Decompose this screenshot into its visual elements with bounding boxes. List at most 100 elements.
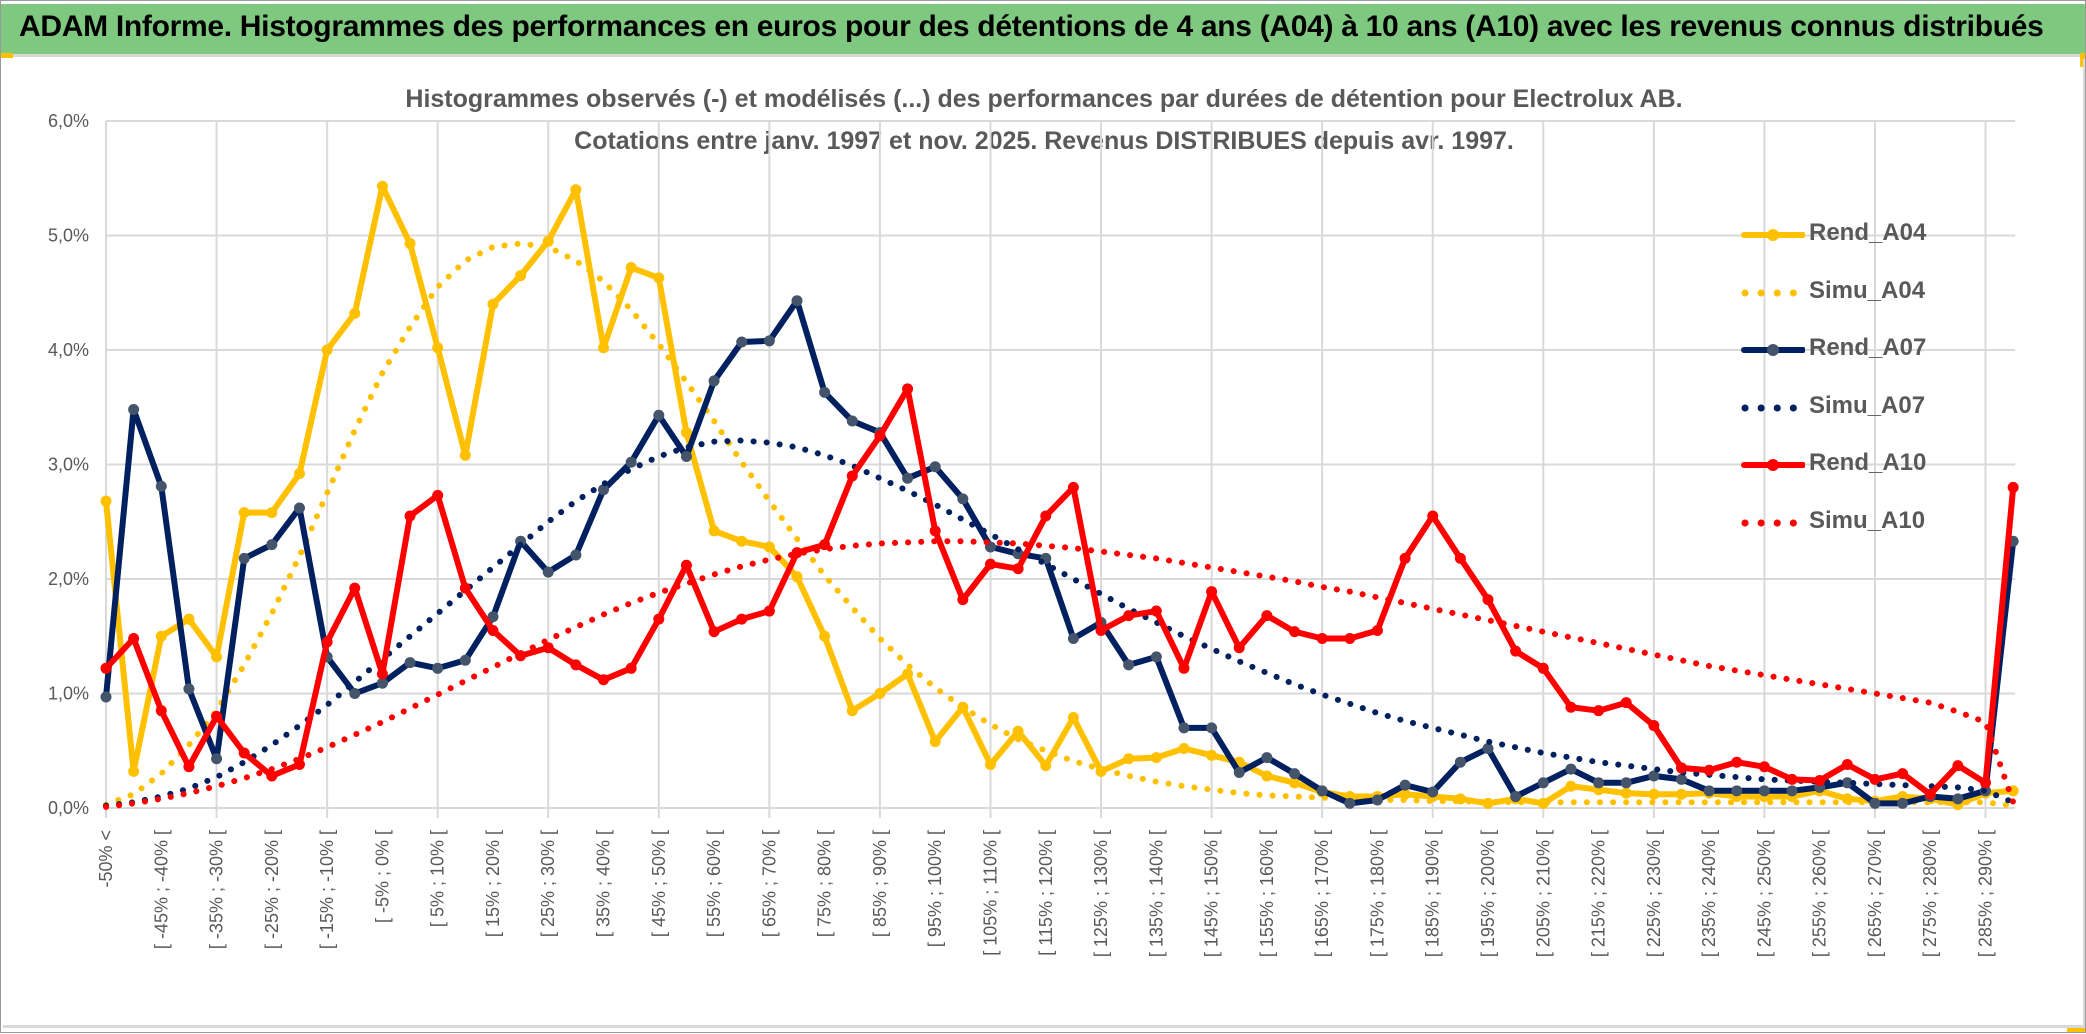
- y-tick-label: 2,0%: [48, 569, 89, 589]
- x-tick-label: [ 175% ; 180% [: [1367, 830, 1387, 957]
- x-axis: -50% < [ -45% ; -40% [ [ -35% ; -30% [ [ -2…: [96, 830, 1996, 957]
- data-point: [1537, 777, 1549, 789]
- series-rend-a07: [100, 295, 2019, 809]
- x-tick-label: [ -15% ; -10% [: [317, 830, 337, 949]
- x-tick-label: [ 55% ; 60% [: [704, 830, 724, 937]
- data-point: [1814, 775, 1826, 787]
- data-point: [376, 668, 388, 680]
- x-tick-label: [ 185% ; 190% [: [1423, 830, 1443, 957]
- resize-handle-bottom-right[interactable]: [2067, 1026, 2085, 1032]
- data-point: [1206, 749, 1218, 761]
- x-tick-label: [ 75% ; 80% [: [815, 830, 835, 937]
- data-point: [1316, 633, 1328, 645]
- data-point: [653, 409, 665, 421]
- x-tick-label: [ 195% ; 200% [: [1478, 830, 1498, 957]
- data-point: [819, 386, 831, 398]
- legend-item[interactable]: Rend_A04: [1741, 211, 1941, 269]
- x-tick-label: [ -25% ; -20% [: [262, 830, 282, 949]
- data-point: [432, 662, 444, 674]
- legend-label: Simu_A04: [1809, 276, 1926, 304]
- data-point: [984, 758, 996, 770]
- data-point: [1371, 794, 1383, 806]
- data-point: [1565, 701, 1577, 713]
- data-point: [349, 688, 361, 699]
- data-point: [763, 605, 775, 617]
- data-point: [902, 383, 914, 395]
- data-point: [625, 262, 637, 274]
- x-tick-label: [ -35% ; -30% [: [207, 830, 227, 949]
- x-tick-label: [ 225% ; 230% [: [1644, 830, 1664, 957]
- legend-item[interactable]: Simu_A07: [1741, 384, 1941, 442]
- gridlines: [105, 120, 2016, 818]
- y-tick-label: 0,0%: [48, 798, 89, 818]
- x-tick-label: [ 145% ; 150% [: [1202, 830, 1222, 957]
- data-point: [515, 270, 527, 282]
- x-tick-label: [ 235% ; 240% [: [1699, 830, 1719, 957]
- data-point: [487, 298, 499, 310]
- series-line: [103, 385, 2017, 798]
- data-point: [376, 180, 388, 192]
- data-point: [238, 747, 250, 759]
- legend-item[interactable]: Rend_A07: [1741, 326, 1941, 384]
- legend-item[interactable]: Simu_A04: [1741, 269, 1941, 327]
- data-point: [1067, 633, 1079, 645]
- data-point: [736, 535, 748, 547]
- data-point: [376, 677, 388, 689]
- data-point: [1178, 662, 1190, 674]
- data-point: [1675, 788, 1687, 800]
- data-point: [570, 184, 582, 196]
- data-point: [763, 541, 775, 553]
- data-point: [1123, 753, 1135, 765]
- data-point: [1427, 510, 1439, 522]
- resize-handle-left[interactable]: [1, 53, 13, 58]
- data-point: [1233, 767, 1245, 779]
- x-tick-label: [ 45% ; 50% [: [649, 830, 669, 937]
- data-point: [1869, 797, 1881, 809]
- legend-item[interactable]: Simu_A10: [1741, 499, 1941, 557]
- data-point: [1648, 720, 1660, 732]
- legend-item[interactable]: Rend_A10: [1741, 441, 1941, 499]
- chart-title: Histogrammes observés (-) et modélisés (…: [405, 85, 1683, 113]
- data-point: [1150, 605, 1162, 617]
- data-point: [680, 426, 692, 438]
- data-point: [321, 636, 333, 648]
- data-point: [1150, 651, 1162, 663]
- x-tick-label: [ 245% ; 250% [: [1754, 830, 1774, 957]
- data-point: [1289, 626, 1301, 638]
- data-point: [1758, 785, 1770, 797]
- data-point: [1593, 777, 1605, 789]
- x-tick-label: [ 115% ; 120% [: [1036, 830, 1056, 956]
- x-tick-label: [ 135% ; 140% [: [1146, 830, 1166, 957]
- line-marker-swatch-icon: [1741, 229, 1805, 241]
- data-point: [459, 449, 471, 461]
- x-tick-label: [ 105% ; 110% [: [980, 830, 1000, 956]
- series-line: [103, 240, 2017, 809]
- chart-area: [3, 59, 2085, 1028]
- legend-label: Rend_A04: [1809, 219, 1927, 246]
- data-point: [957, 594, 969, 606]
- data-point: [1648, 788, 1660, 800]
- line-marker-swatch-icon: [1741, 344, 1805, 356]
- data-point: [1924, 788, 1936, 800]
- x-tick-label: -50% <: [96, 830, 116, 888]
- data-point: [211, 753, 223, 765]
- data-point: [1565, 780, 1577, 792]
- data-point: [874, 688, 886, 699]
- data-point: [238, 507, 250, 519]
- data-point: [1454, 552, 1466, 564]
- data-point: [625, 456, 637, 468]
- data-point: [183, 683, 195, 695]
- data-point: [100, 495, 112, 507]
- data-point: [155, 480, 167, 492]
- data-point: [1980, 777, 1992, 789]
- data-point: [1620, 787, 1632, 799]
- resize-handle-right[interactable]: [2080, 53, 2085, 67]
- data-point: [1786, 773, 1798, 785]
- data-point: [542, 566, 554, 578]
- data-point: [929, 525, 941, 537]
- data-point: [404, 238, 416, 250]
- data-point: [902, 668, 914, 680]
- x-tick-label: [ -45% ; -40% [: [151, 830, 171, 949]
- data-point: [1952, 793, 1964, 805]
- data-point: [1012, 563, 1024, 575]
